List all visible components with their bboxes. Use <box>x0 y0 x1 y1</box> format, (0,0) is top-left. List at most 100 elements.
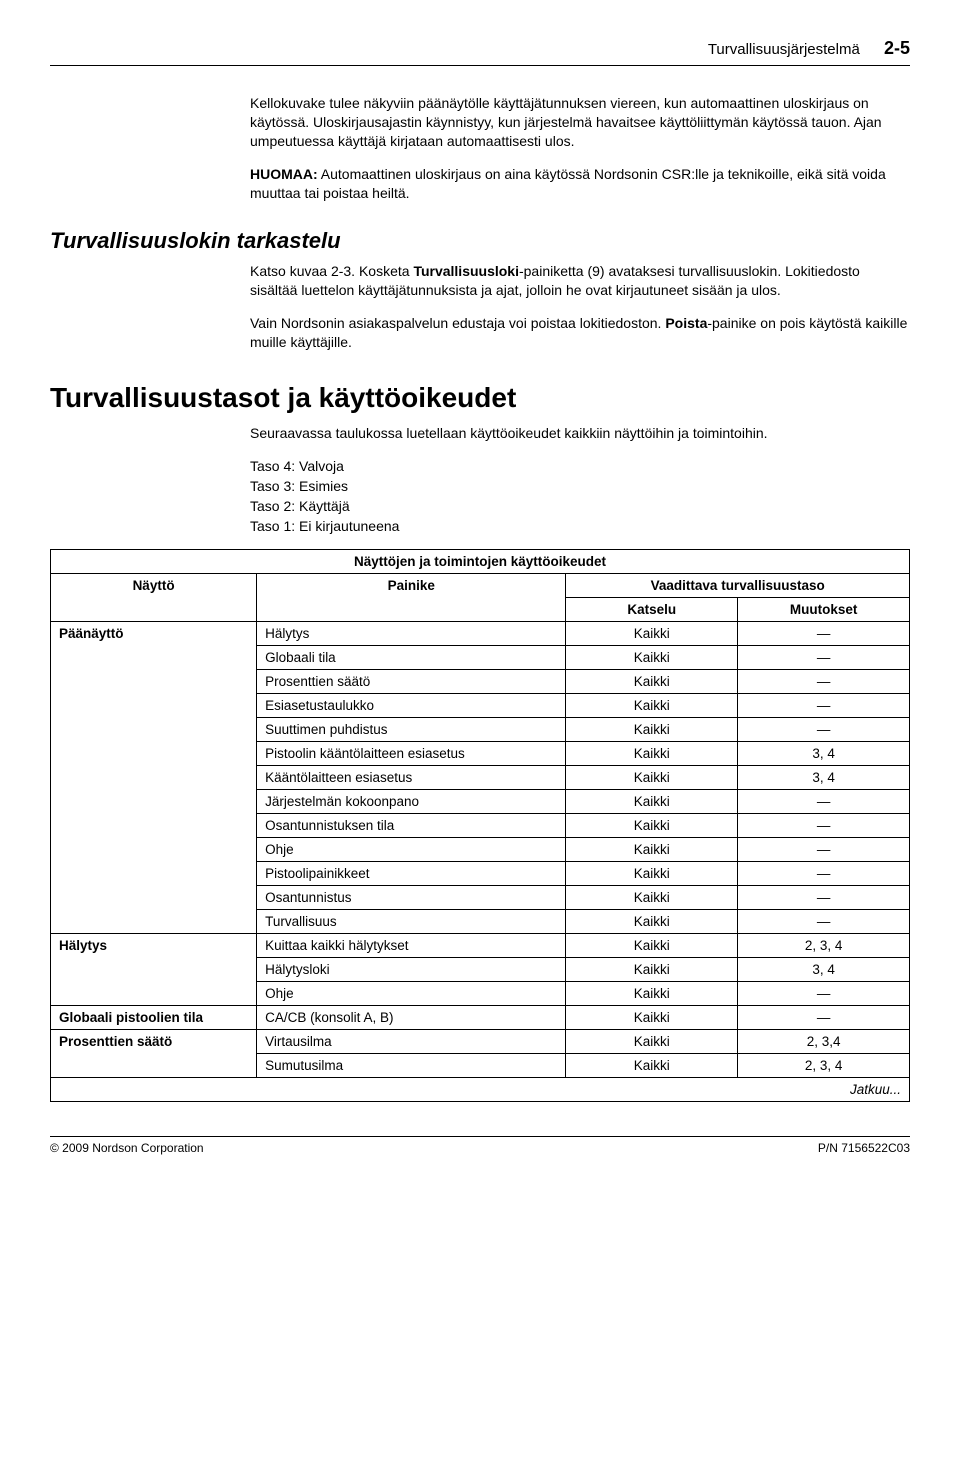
cell-view: Kaikki <box>566 1006 738 1030</box>
cell-view: Kaikki <box>566 982 738 1006</box>
cell-button: Esiasetustaulukko <box>257 694 566 718</box>
cell-view: Kaikki <box>566 958 738 982</box>
cell-view: Kaikki <box>566 790 738 814</box>
table-row: Prosenttien säätöVirtausilmaKaikki2, 3,4 <box>51 1030 910 1054</box>
cell-mod: — <box>738 694 910 718</box>
cell-mod: 3, 4 <box>738 742 910 766</box>
cell-mod: — <box>738 886 910 910</box>
table-row-continues: Jatkuu... <box>51 1078 910 1102</box>
cell-mod: — <box>738 718 910 742</box>
log-block: Katso kuvaa 2-3. Kosketa Turvallisuuslok… <box>250 262 910 352</box>
cell-mod: — <box>738 622 910 646</box>
cell-view: Kaikki <box>566 838 738 862</box>
cell-screen: Hälytys <box>51 934 257 1006</box>
page-header: Turvallisuusjärjestelmä 2-5 <box>50 38 910 59</box>
cell-view: Kaikki <box>566 742 738 766</box>
divider-bottom <box>50 1136 910 1137</box>
cell-view: Kaikki <box>566 622 738 646</box>
cell-button: Globaali tila <box>257 646 566 670</box>
cell-button: Hälytys <box>257 622 566 646</box>
cell-button: Pistoolin kääntölaitteen esiasetus <box>257 742 566 766</box>
th-view: Katselu <box>566 598 738 622</box>
level-1: Taso 1: Ei kirjautuneena <box>250 517 910 536</box>
cell-view: Kaikki <box>566 934 738 958</box>
table-row: PäänäyttöHälytysKaikki— <box>51 622 910 646</box>
log-p1a: Katso kuvaa 2-3. Kosketa <box>250 263 413 279</box>
note-label: HUOMAA: <box>250 166 318 182</box>
cell-mod: 2, 3, 4 <box>738 934 910 958</box>
footer-right: P/N 7156522C03 <box>818 1141 910 1155</box>
table-row: HälytysKuittaa kaikki hälytyksetKaikki2,… <box>51 934 910 958</box>
cell-view: Kaikki <box>566 1030 738 1054</box>
cell-button: Sumutusilma <box>257 1054 566 1078</box>
cell-mod: 2, 3,4 <box>738 1030 910 1054</box>
cell-mod: 2, 3, 4 <box>738 1054 910 1078</box>
table-row: Globaali pistoolien tilaCA/CB (konsolit … <box>51 1006 910 1030</box>
cell-view: Kaikki <box>566 694 738 718</box>
level-2: Taso 2: Käyttäjä <box>250 497 910 516</box>
th-mod: Muutokset <box>738 598 910 622</box>
th-group: Vaadittava turvallisuustaso <box>566 574 910 598</box>
cell-button: Osantunnistus <box>257 886 566 910</box>
header-title: Turvallisuusjärjestelmä <box>708 41 860 58</box>
cell-button: Virtausilma <box>257 1030 566 1054</box>
log-p1b: Turvallisuusloki <box>413 263 519 279</box>
note-text: Automaattinen uloskirjaus on aina käytös… <box>250 166 886 201</box>
cell-view: Kaikki <box>566 646 738 670</box>
cell-button: Prosenttien säätö <box>257 670 566 694</box>
cell-mod: — <box>738 982 910 1006</box>
log-p2b: Poista <box>665 315 707 331</box>
cell-button: Kuittaa kaikki hälytykset <box>257 934 566 958</box>
cell-button: Osantunnistuksen tila <box>257 814 566 838</box>
cell-mod: — <box>738 646 910 670</box>
table-title: Näyttöjen ja toimintojen käyttöoikeudet <box>51 550 910 574</box>
intro-p1: Kellokuvake tulee näkyviin päänäytölle k… <box>250 94 910 151</box>
cell-mod: — <box>738 910 910 934</box>
cell-button: Turvallisuus <box>257 910 566 934</box>
cell-continues: Jatkuu... <box>51 1078 910 1102</box>
level-3: Taso 3: Esimies <box>250 477 910 496</box>
levels-list: Taso 4: Valvoja Taso 3: Esimies Taso 2: … <box>250 457 910 536</box>
cell-button: Ohje <box>257 838 566 862</box>
log-p1: Katso kuvaa 2-3. Kosketa Turvallisuuslok… <box>250 262 910 300</box>
cell-screen: Globaali pistoolien tila <box>51 1006 257 1030</box>
footer-left: © 2009 Nordson Corporation <box>50 1141 204 1155</box>
cell-view: Kaikki <box>566 886 738 910</box>
cell-button: Kääntölaitteen esiasetus <box>257 766 566 790</box>
cell-view: Kaikki <box>566 1054 738 1078</box>
page-footer: © 2009 Nordson Corporation P/N 7156522C0… <box>50 1136 910 1155</box>
cell-view: Kaikki <box>566 862 738 886</box>
cell-mod: — <box>738 790 910 814</box>
levels-block: Seuraavassa taulukossa luetellaan käyttö… <box>250 424 910 535</box>
intro-note: HUOMAA: Automaattinen uloskirjaus on ain… <box>250 165 910 203</box>
header-pagenum: 2-5 <box>884 38 910 58</box>
divider-top <box>50 65 910 66</box>
cell-button: Ohje <box>257 982 566 1006</box>
cell-mod: 3, 4 <box>738 766 910 790</box>
cell-mod: — <box>738 814 910 838</box>
cell-mod: — <box>738 862 910 886</box>
cell-button: Suuttimen puhdistus <box>257 718 566 742</box>
heading-log: Turvallisuuslokin tarkastelu <box>50 228 910 254</box>
cell-view: Kaikki <box>566 718 738 742</box>
cell-screen: Päänäyttö <box>51 622 257 934</box>
th-button: Painike <box>257 574 566 622</box>
permissions-table: Näyttöjen ja toimintojen käyttöoikeudet … <box>50 549 910 1102</box>
levels-intro: Seuraavassa taulukossa luetellaan käyttö… <box>250 424 910 443</box>
cell-mod: — <box>738 838 910 862</box>
level-4: Taso 4: Valvoja <box>250 457 910 476</box>
cell-view: Kaikki <box>566 814 738 838</box>
cell-view: Kaikki <box>566 670 738 694</box>
cell-button: Hälytysloki <box>257 958 566 982</box>
cell-mod: — <box>738 670 910 694</box>
page: Turvallisuusjärjestelmä 2-5 Kellokuvake … <box>0 0 960 1175</box>
intro-block: Kellokuvake tulee näkyviin päänäytölle k… <box>250 94 910 202</box>
heading-levels: Turvallisuustasot ja käyttöoikeudet <box>50 382 910 414</box>
cell-mod: 3, 4 <box>738 958 910 982</box>
cell-screen: Prosenttien säätö <box>51 1030 257 1078</box>
log-p2a: Vain Nordsonin asiakaspalvelun edustaja … <box>250 315 665 331</box>
cell-button: Järjestelmän kokoonpano <box>257 790 566 814</box>
cell-mod: — <box>738 1006 910 1030</box>
cell-view: Kaikki <box>566 910 738 934</box>
cell-view: Kaikki <box>566 766 738 790</box>
